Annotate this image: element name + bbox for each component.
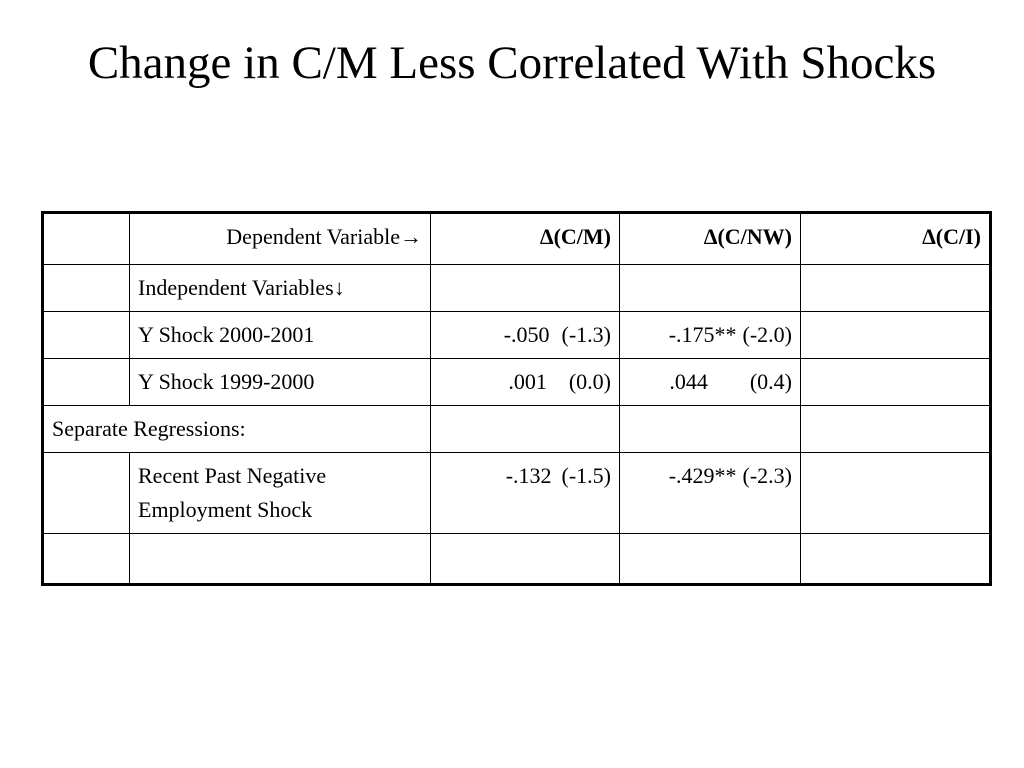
dependent-variable-label: Dependent Variable→ (129, 212, 431, 265)
empty-cell (619, 405, 801, 453)
column-header-cnw: ∆(C/NW) (619, 212, 801, 265)
regression-table: Dependent Variable→ ∆(C/M) ∆(C/NW) ∆(C/I… (41, 211, 992, 586)
t-statistic: (-1.5) (561, 463, 611, 488)
cnw-value: .044 (0.4) (619, 358, 801, 406)
empty-cell (619, 533, 801, 585)
separate-regressions-row: Separate Regressions: (42, 405, 991, 453)
cm-value: -.050 (-1.3) (430, 311, 620, 359)
empty-cell (800, 311, 991, 359)
empty-cell (42, 311, 130, 359)
empty-cell (430, 533, 620, 585)
table-row: Y Shock 2000-2001 -.050 (-1.3) -.175** (-2… (42, 311, 991, 359)
empty-cell (800, 358, 991, 406)
coefficient: -.050 (503, 322, 550, 347)
row-label: Y Shock 1999-2000 (129, 358, 431, 406)
coefficient: -.175** (668, 322, 737, 347)
t-statistic: (-2.3) (742, 463, 792, 488)
t-statistic: (0.0) (568, 369, 611, 394)
empty-cell (42, 264, 130, 312)
independent-variables-row: Independent Variables↓ (42, 264, 991, 312)
slide-title: Change in C/M Less Correlated With Shock… (87, 37, 937, 89)
row-label: Y Shock 2000-2001 (129, 311, 431, 359)
t-statistic: (0.4) (749, 369, 792, 394)
table-row: Y Shock 1999-2000 .001 (0.0) .044 (0.4) (42, 358, 991, 406)
empty-cell (430, 405, 620, 453)
column-header-ci: ∆(C/I) (800, 212, 991, 265)
empty-cell (800, 405, 991, 453)
row-label: Recent Past Negative Employment Shock (129, 452, 431, 534)
cnw-value: -.175** (-2.0) (619, 311, 801, 359)
empty-cell (430, 264, 620, 312)
empty-cell (42, 452, 130, 534)
table-row: Recent Past Negative Employment Shock -.… (42, 452, 991, 534)
empty-cell (800, 452, 991, 534)
cm-value: -.132 (-1.5) (430, 452, 620, 534)
cm-value: .001 (0.0) (430, 358, 620, 406)
empty-row (42, 533, 991, 585)
table-header-row: Dependent Variable→ ∆(C/M) ∆(C/NW) ∆(C/I… (42, 212, 991, 265)
coefficient: -.429** (668, 463, 737, 488)
coefficient: .001 (508, 369, 547, 394)
t-statistic: (-2.0) (742, 322, 792, 347)
independent-variables-label: Independent Variables↓ (129, 264, 431, 312)
separate-regressions-label: Separate Regressions: (42, 405, 431, 453)
coefficient: -.132 (505, 463, 552, 488)
t-statistic: (-1.3) (561, 322, 611, 347)
empty-cell (800, 264, 991, 312)
empty-cell (800, 533, 991, 585)
empty-cell (619, 264, 801, 312)
empty-cell (129, 533, 431, 585)
empty-cell (42, 358, 130, 406)
empty-cell (42, 533, 130, 585)
column-header-cm: ∆(C/M) (430, 212, 620, 265)
cnw-value: -.429** (-2.3) (619, 452, 801, 534)
coefficient: .044 (669, 369, 708, 394)
empty-cell (42, 212, 130, 265)
